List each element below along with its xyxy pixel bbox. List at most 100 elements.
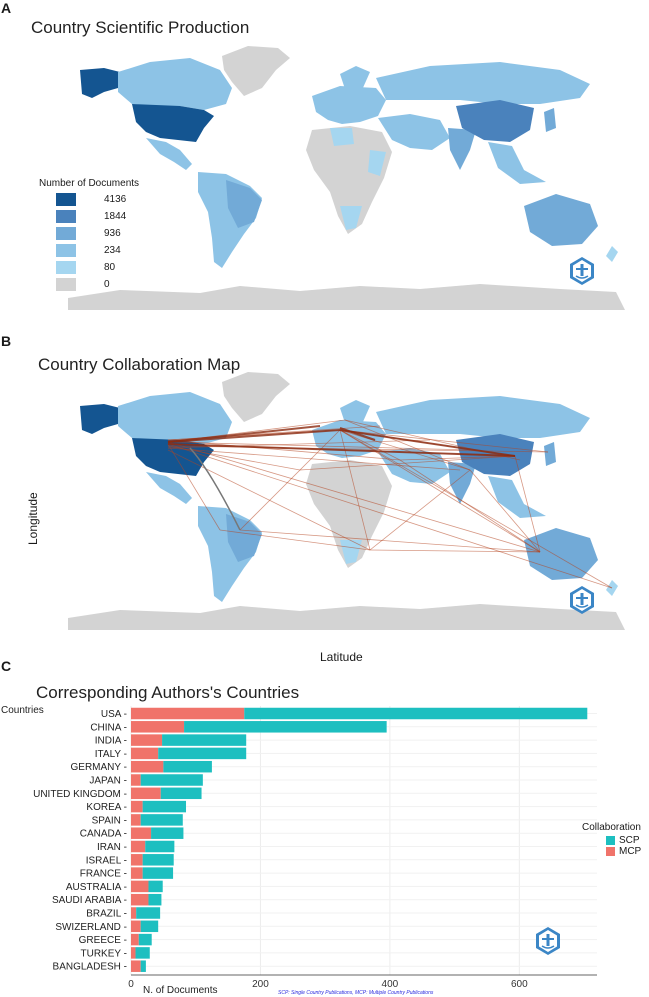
map-a-canada — [118, 58, 232, 110]
bar-scp-bangladesh — [140, 960, 146, 972]
x-tick-label-0: 0 — [128, 979, 134, 990]
map-b-africa — [306, 460, 392, 568]
bar-mcp-united-kingdom — [131, 787, 161, 800]
panel-c-letter: C — [1, 658, 12, 674]
bar-mcp-usa — [131, 707, 245, 720]
legend-a-title: Number of Documents — [39, 178, 140, 189]
map-a-se-asia — [488, 142, 546, 184]
map-b-africa-south — [340, 540, 362, 564]
y-tick-label-5: JAPAN - — [89, 776, 127, 787]
map-b-antarctica — [68, 604, 625, 630]
map-a-brazil — [226, 180, 262, 228]
y-tick-label-8: SPAIN - — [92, 815, 127, 826]
map-a-russia — [376, 62, 590, 104]
bar-scp-usa — [244, 707, 588, 720]
map-a-antarctica — [68, 284, 625, 310]
bar-scp-swizerland — [140, 920, 159, 933]
bar-mcp-korea — [131, 800, 143, 813]
y-tick-label-6: UNITED KINGDOM - — [33, 789, 127, 800]
map-b-australia — [524, 528, 598, 580]
legend-swatch-4136 — [56, 193, 76, 206]
map-b-japan — [544, 442, 556, 466]
y-tick-label-18: TURKEY - — [81, 948, 128, 959]
map-a-china — [456, 100, 534, 142]
bar-scp-saudi-arabia — [148, 893, 162, 906]
bar-scp-italy — [158, 747, 247, 760]
bar-scp-france — [142, 867, 174, 879]
bar-mcp-brazil — [131, 907, 137, 919]
y-tick-label-12: FRANCE - — [80, 869, 127, 880]
map-b-middle-east — [378, 448, 450, 484]
bar-mcp-india — [131, 734, 163, 746]
y-axis-title: Countries — [1, 705, 44, 716]
map-b-greenland — [222, 372, 290, 422]
bar-scp-israel — [142, 854, 174, 866]
map-a-usa — [132, 104, 214, 142]
y-tick-label-3: ITALY - — [95, 749, 127, 760]
y-tick-label-2: INDIA - — [95, 736, 127, 747]
bar-scp-iran — [145, 840, 175, 853]
logo-badge-c — [536, 927, 560, 955]
legend-a-label-2: 936 — [104, 228, 121, 239]
bar-mcp-saudi-arabia — [131, 893, 149, 906]
bar-mcp-iran — [131, 840, 146, 853]
bar-scp-india — [162, 734, 247, 746]
map-a-scandinavia — [340, 66, 370, 92]
bar-scp-brazil — [136, 907, 161, 919]
map-a-africa-east — [368, 150, 386, 176]
y-tick-label-4: GERMANY - — [71, 762, 128, 773]
legend-a-label-1: 1844 — [104, 211, 127, 222]
x-tick-label-2: 400 — [382, 979, 399, 990]
bar-scp-spain — [140, 814, 183, 826]
map-b-brazil — [226, 514, 262, 562]
y-tick-label-19: BANGLADESH - — [53, 962, 127, 973]
y-tick-label-7: KOREA - — [86, 802, 127, 813]
panel-a-title: Country Scientific Production — [31, 18, 250, 37]
bar-scp-germany — [163, 760, 212, 773]
y-tick-label-14: SAUDI ARABIA - — [52, 895, 127, 906]
legend-a-label-4: 80 — [104, 262, 116, 273]
map-b-se-asia — [488, 476, 546, 518]
map-a-japan — [544, 108, 556, 132]
collaboration-link-gray — [189, 447, 241, 531]
y-tick-label-11: ISRAEL - — [86, 855, 127, 866]
map-a-alaska — [80, 68, 120, 98]
bar-scp-canada — [151, 827, 184, 839]
map-a-new-zealand — [606, 246, 618, 262]
map-a-africa-north — [330, 128, 354, 146]
bar-mcp-spain — [131, 814, 141, 826]
x-tick-label-3: 600 — [511, 979, 528, 990]
map-b-xlabel: Latitude — [320, 650, 363, 664]
collaboration-legend-title: Collaboration — [582, 822, 641, 833]
legend-label-scp: SCP — [619, 835, 640, 846]
legend-label-mcp: MCP — [619, 846, 642, 857]
x-axis-title: N. of Documents — [143, 985, 217, 996]
legend-swatch-1844 — [56, 210, 76, 223]
y-tick-label-16: SWIZERLAND - — [55, 922, 127, 933]
bar-scp-japan — [140, 774, 203, 786]
chart-footnote: SCP: Single Country Publications, MCP: M… — [278, 990, 434, 996]
bar-scp-united-kingdom — [160, 787, 202, 800]
map-a-legend — [56, 193, 76, 291]
bar-scp-korea — [142, 800, 187, 813]
map-b-india — [448, 462, 476, 504]
y-tick-label-10: IRAN - — [97, 842, 127, 853]
y-tick-label-15: BRAZIL - — [86, 909, 127, 920]
bar-mcp-greece — [131, 933, 139, 946]
panel-c-title: Corresponding Authors's Countries — [36, 683, 300, 702]
legend-swatch-936 — [56, 227, 76, 240]
bar-scp-turkey — [135, 947, 150, 959]
y-tick-label-0: USA - — [101, 709, 127, 720]
logo-badge-b — [570, 586, 594, 614]
map-a-africa-south — [340, 206, 362, 230]
map-a-mexico — [146, 138, 192, 170]
legend-swatch-234 — [56, 244, 76, 257]
y-tick-label-1: CHINA - — [90, 722, 127, 733]
bar-mcp-germany — [131, 760, 164, 773]
x-tick-label-1: 200 — [252, 979, 269, 990]
bar-mcp-china — [131, 721, 185, 733]
bar-mcp-swizerland — [131, 920, 141, 933]
map-a-greenland — [222, 46, 290, 96]
legend-swatch-80 — [56, 261, 76, 274]
